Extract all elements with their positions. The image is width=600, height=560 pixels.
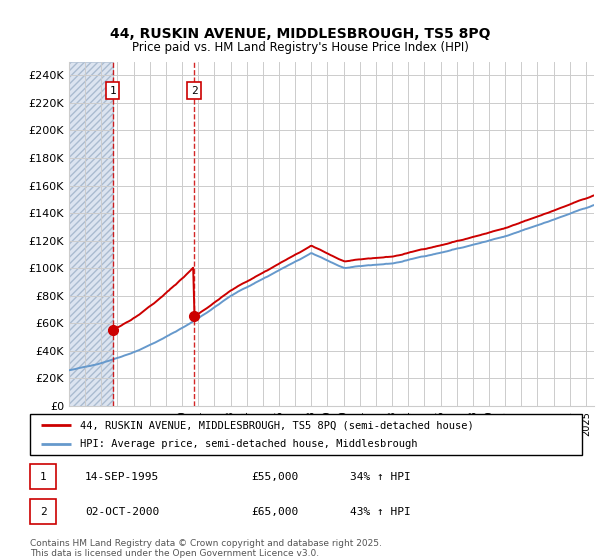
Text: Contains HM Land Registry data © Crown copyright and database right 2025.
This d: Contains HM Land Registry data © Crown c…	[30, 539, 382, 558]
FancyBboxPatch shape	[30, 464, 56, 489]
Text: 44, RUSKIN AVENUE, MIDDLESBROUGH, TS5 8PQ: 44, RUSKIN AVENUE, MIDDLESBROUGH, TS5 8P…	[110, 27, 490, 41]
Text: 2: 2	[40, 507, 47, 517]
Text: 43% ↑ HPI: 43% ↑ HPI	[350, 507, 411, 517]
Text: £55,000: £55,000	[251, 472, 298, 482]
Text: 44, RUSKIN AVENUE, MIDDLESBROUGH, TS5 8PQ (semi-detached house): 44, RUSKIN AVENUE, MIDDLESBROUGH, TS5 8P…	[80, 421, 473, 430]
Text: 1: 1	[40, 472, 47, 482]
Text: 02-OCT-2000: 02-OCT-2000	[85, 507, 160, 517]
Text: Price paid vs. HM Land Registry's House Price Index (HPI): Price paid vs. HM Land Registry's House …	[131, 41, 469, 54]
Text: £65,000: £65,000	[251, 507, 298, 517]
Text: HPI: Average price, semi-detached house, Middlesbrough: HPI: Average price, semi-detached house,…	[80, 439, 417, 449]
Text: 2: 2	[191, 86, 197, 96]
Bar	[69, 62, 113, 406]
Text: 14-SEP-1995: 14-SEP-1995	[85, 472, 160, 482]
FancyBboxPatch shape	[30, 499, 56, 524]
Text: 34% ↑ HPI: 34% ↑ HPI	[350, 472, 411, 482]
FancyBboxPatch shape	[30, 414, 582, 455]
Text: 1: 1	[109, 86, 116, 96]
